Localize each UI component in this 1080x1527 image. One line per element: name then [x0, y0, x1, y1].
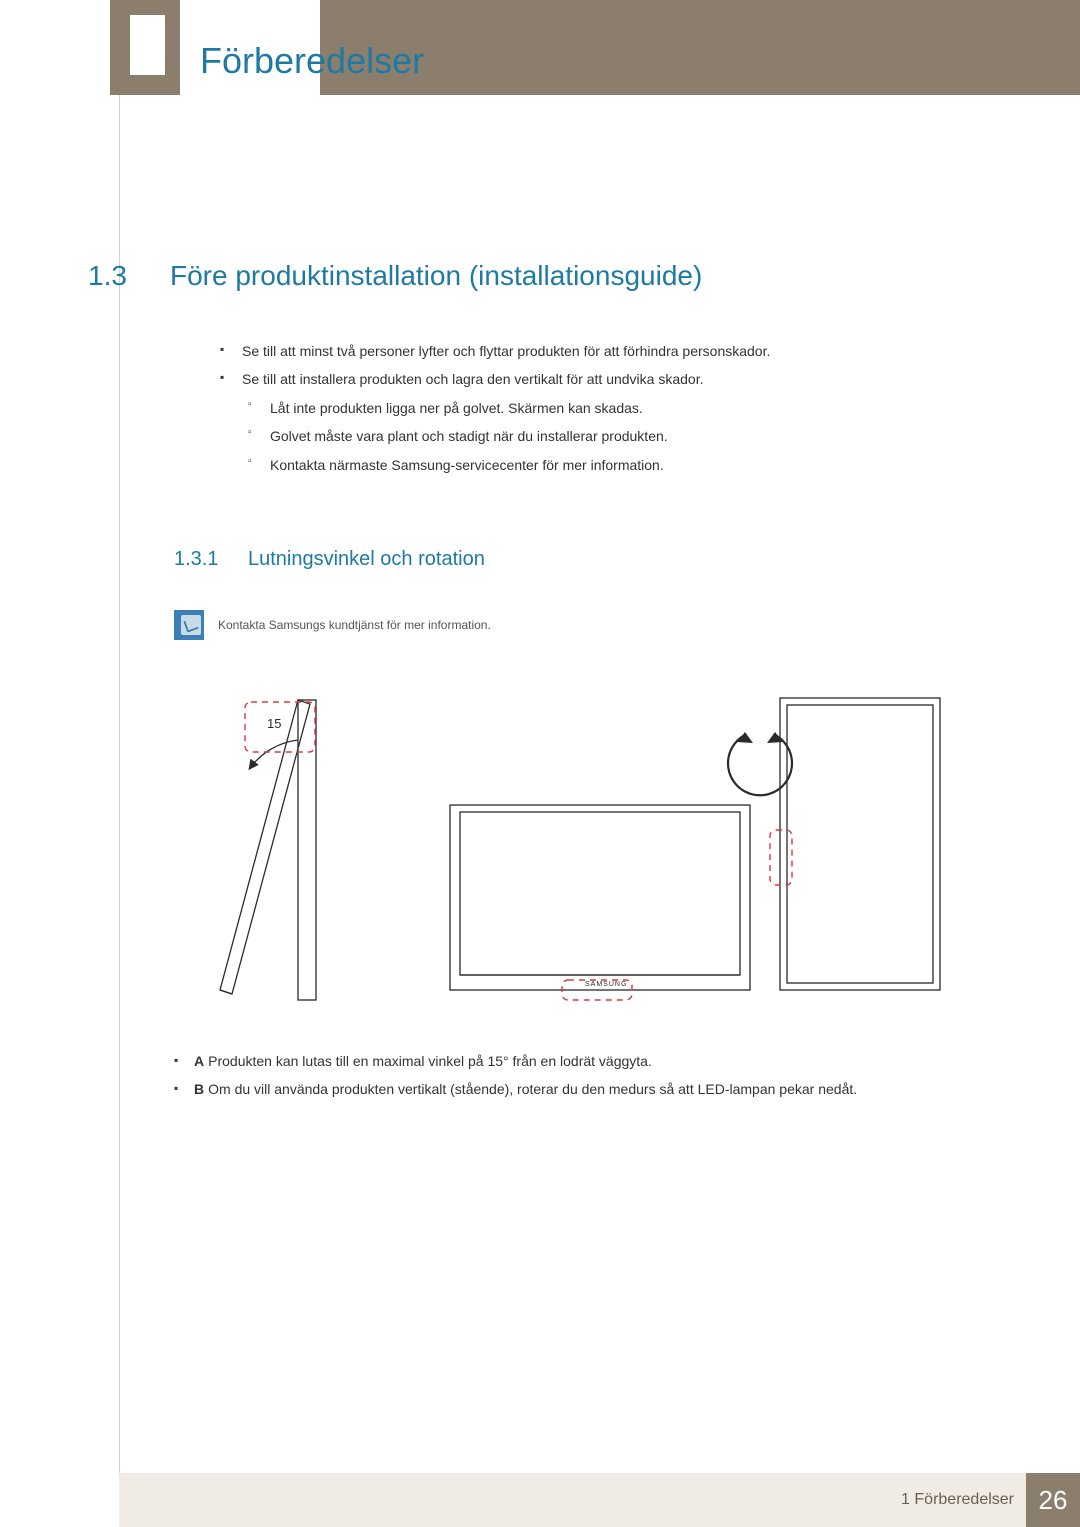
footer-chapter-label: 1 Förberedelser [901, 1491, 1014, 1509]
subsection-number: 1.3.1 [174, 548, 218, 571]
after-text-0: Produkten kan lutas till en maximal vink… [208, 1053, 652, 1069]
pencil-icon [181, 615, 201, 635]
bullet-marker-sub: ▫ [248, 397, 270, 413]
section-title: Före produktinstallation (installationsg… [170, 260, 702, 292]
after-text-1: Om du vill använda produkten vertikalt (… [208, 1081, 857, 1097]
after-bullet-1: BOm du vill använda produkten vertikalt … [194, 1078, 857, 1102]
subsection-title: Lutningsvinkel och rotation [248, 548, 485, 571]
section-number: 1.3 [88, 260, 127, 292]
bullet-marker: ▪ [174, 1050, 194, 1070]
page-number: 26 [1026, 1473, 1080, 1527]
intro-bullets: ▪Se till att minst två personer lyfter o… [220, 340, 920, 482]
tilt-rotation-diagram: 15 SAMSUNG [190, 690, 950, 1010]
note-icon [174, 610, 204, 640]
intro-bullet-4: Kontakta närmaste Samsung-servicecenter … [270, 454, 664, 476]
intro-bullet-1: Se till att installera produkten och lag… [242, 368, 703, 390]
chapter-tab-cut [130, 15, 165, 75]
footer-bar: 1 Förberedelser 26 [119, 1473, 1080, 1527]
after-bullets: ▪ AProdukten kan lutas till en maximal v… [174, 1050, 934, 1106]
bullet-marker: ▪ [220, 368, 242, 387]
intro-bullet-3: Golvet måste vara plant och stadigt när … [270, 425, 668, 447]
intro-bullet-2: Låt inte produkten ligga ner på golvet. … [270, 397, 643, 419]
bullet-marker-sub: ▫ [248, 454, 270, 470]
bullet-marker: ▪ [174, 1078, 194, 1098]
bullet-marker-sub: ▫ [248, 425, 270, 441]
note-text: Kontakta Samsungs kundtjänst för mer inf… [218, 618, 491, 632]
header-band [320, 0, 1080, 95]
after-letter-1: B [194, 1081, 204, 1097]
svg-text:15: 15 [267, 716, 281, 731]
svg-text:SAMSUNG: SAMSUNG [585, 981, 627, 988]
after-letter-0: A [194, 1053, 204, 1069]
bullet-marker: ▪ [220, 340, 242, 359]
left-rule [119, 95, 120, 1473]
intro-bullet-0: Se till att minst två personer lyfter oc… [242, 340, 770, 362]
chapter-title: Förberedelser [200, 40, 424, 82]
after-bullet-0: AProdukten kan lutas till en maximal vin… [194, 1050, 652, 1074]
